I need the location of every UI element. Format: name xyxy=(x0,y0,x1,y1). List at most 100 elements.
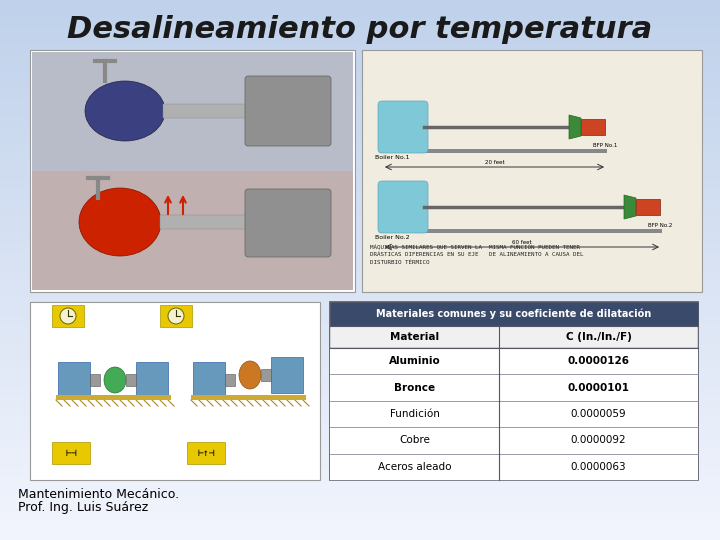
FancyBboxPatch shape xyxy=(245,76,331,146)
Text: Desalineamiento por temperatura: Desalineamiento por temperatura xyxy=(68,16,652,44)
Bar xyxy=(90,374,100,386)
Text: 0.0000092: 0.0000092 xyxy=(571,435,626,445)
FancyBboxPatch shape xyxy=(378,181,428,233)
Bar xyxy=(126,374,136,386)
Text: 0.0000063: 0.0000063 xyxy=(571,462,626,472)
Bar xyxy=(0,9,720,18)
Bar xyxy=(362,50,702,292)
Ellipse shape xyxy=(104,367,126,393)
Text: Boiler No.1: Boiler No.1 xyxy=(374,155,409,160)
Polygon shape xyxy=(569,115,581,139)
Bar xyxy=(0,261,720,270)
Bar xyxy=(0,36,720,45)
Text: Materiales comunes y su coeficiente de dilatación: Materiales comunes y su coeficiente de d… xyxy=(377,309,652,319)
Bar xyxy=(32,52,353,171)
Bar xyxy=(330,374,698,401)
Bar xyxy=(0,207,720,216)
Bar xyxy=(0,225,720,234)
Circle shape xyxy=(60,308,76,324)
Bar xyxy=(0,189,720,198)
Text: ⊢⊣: ⊢⊣ xyxy=(65,448,77,458)
Bar xyxy=(380,149,607,153)
Bar xyxy=(187,442,225,464)
Bar xyxy=(330,302,698,326)
Text: 0.0000126: 0.0000126 xyxy=(567,356,629,366)
Text: Material: Material xyxy=(390,332,439,342)
Bar xyxy=(160,305,192,327)
Bar xyxy=(0,198,720,207)
Bar xyxy=(0,441,720,450)
Bar xyxy=(0,486,720,495)
Text: 20 feet: 20 feet xyxy=(485,160,504,165)
Bar xyxy=(0,369,720,378)
Bar xyxy=(330,302,698,480)
Bar xyxy=(0,432,720,441)
Bar xyxy=(0,333,720,342)
Bar xyxy=(0,108,720,117)
Bar xyxy=(30,50,355,292)
Text: Mantenimiento Mecánico.: Mantenimiento Mecánico. xyxy=(18,488,179,501)
Ellipse shape xyxy=(239,361,261,389)
Bar xyxy=(193,362,225,398)
Bar xyxy=(52,305,84,327)
Bar xyxy=(0,81,720,90)
Bar xyxy=(380,229,662,233)
Bar xyxy=(0,513,720,522)
Bar xyxy=(330,454,698,480)
Bar xyxy=(636,199,660,215)
Bar xyxy=(0,396,720,405)
Bar xyxy=(0,63,720,72)
Text: Boiler No.2: Boiler No.2 xyxy=(374,235,409,240)
Bar xyxy=(0,297,720,306)
Bar xyxy=(0,477,720,486)
Bar xyxy=(271,357,303,393)
Bar xyxy=(0,324,720,333)
Bar xyxy=(0,234,720,243)
Bar xyxy=(0,405,720,414)
Bar xyxy=(0,99,720,108)
Bar xyxy=(0,315,720,324)
Bar xyxy=(52,442,90,464)
Bar xyxy=(0,423,720,432)
Ellipse shape xyxy=(85,81,165,141)
Bar xyxy=(0,342,720,351)
Bar xyxy=(0,126,720,135)
Text: MÁQUINAS SIMILARES QUE SIRVEN LA  MISMA FUNCIÓN PUEDEN TENER
DRÁSTICAS DIFERENCI: MÁQUINAS SIMILARES QUE SIRVEN LA MISMA F… xyxy=(370,244,583,265)
Bar xyxy=(0,450,720,459)
Text: Bronce: Bronce xyxy=(394,383,435,393)
Bar xyxy=(581,119,605,135)
Bar xyxy=(30,302,320,480)
Bar xyxy=(0,351,720,360)
Bar xyxy=(0,162,720,171)
Bar xyxy=(0,72,720,81)
Bar xyxy=(160,215,248,229)
Text: 0.0000101: 0.0000101 xyxy=(567,383,629,393)
Bar xyxy=(0,531,720,540)
Bar xyxy=(56,395,171,400)
FancyBboxPatch shape xyxy=(245,189,331,257)
Bar xyxy=(0,270,720,279)
Bar xyxy=(0,360,720,369)
Bar xyxy=(0,252,720,261)
Text: BFP No.2: BFP No.2 xyxy=(648,223,672,228)
Text: Aceros aleado: Aceros aleado xyxy=(378,462,451,472)
Bar xyxy=(0,90,720,99)
Bar xyxy=(0,171,720,180)
Polygon shape xyxy=(624,195,636,219)
Bar xyxy=(136,362,168,398)
Text: Aluminio: Aluminio xyxy=(389,356,441,366)
Text: Cobre: Cobre xyxy=(399,435,430,445)
Bar xyxy=(0,135,720,144)
Bar xyxy=(0,18,720,27)
Bar xyxy=(330,427,698,454)
Bar xyxy=(32,171,353,290)
Bar xyxy=(0,306,720,315)
Bar xyxy=(0,0,720,9)
Bar xyxy=(0,387,720,396)
Bar xyxy=(0,153,720,162)
Text: C (In./In./F): C (In./In./F) xyxy=(566,332,631,342)
Bar xyxy=(0,522,720,531)
Bar xyxy=(0,459,720,468)
Bar xyxy=(0,504,720,513)
FancyBboxPatch shape xyxy=(378,101,428,153)
